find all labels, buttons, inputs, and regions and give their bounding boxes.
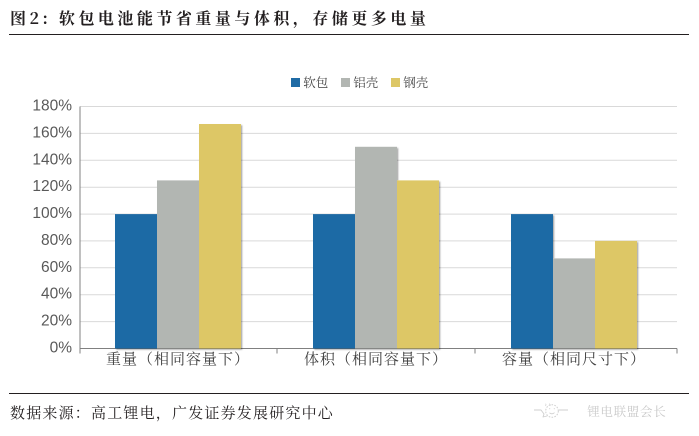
- svg-text:0%: 0%: [50, 340, 73, 357]
- svg-text:160%: 160%: [32, 124, 72, 141]
- svg-text:20%: 20%: [41, 313, 72, 330]
- svg-text:100%: 100%: [32, 205, 72, 222]
- svg-text:体积（相同容量下）: 体积（相同容量下）: [304, 348, 448, 369]
- svg-text:120%: 120%: [32, 178, 72, 195]
- svg-text:容量（相同尺寸下）: 容量（相同尺寸下）: [502, 348, 646, 369]
- svg-text:180%: 180%: [32, 98, 72, 115]
- svg-text:140%: 140%: [32, 151, 72, 168]
- svg-text:40%: 40%: [41, 286, 72, 303]
- svg-text:60%: 60%: [41, 259, 72, 276]
- svg-text:重量（相同容量下）: 重量（相同容量下）: [106, 348, 250, 369]
- svg-text:80%: 80%: [41, 232, 72, 249]
